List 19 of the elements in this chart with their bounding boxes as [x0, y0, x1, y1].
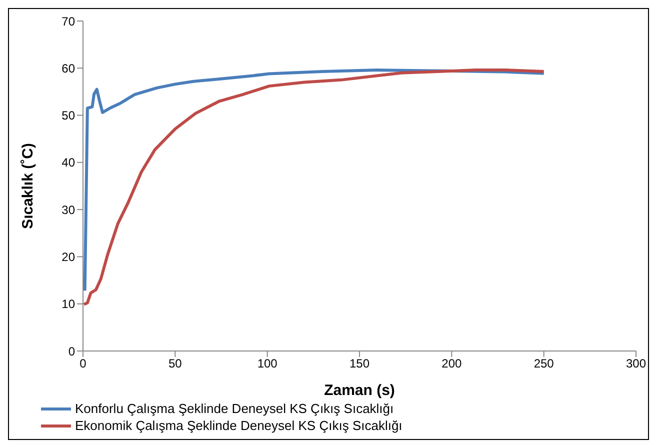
- x-tick-label: 50: [168, 356, 182, 371]
- x-tick-label: 300: [626, 356, 646, 371]
- x-axis-title: Zaman (s): [324, 382, 395, 399]
- y-axis-title: Sıcaklık (˚C): [19, 143, 36, 229]
- y-tick-label: 50: [62, 108, 76, 123]
- y-tick-label: 40: [62, 156, 76, 170]
- y-tick-label: 20: [62, 250, 76, 264]
- y-tick-label: 10: [62, 297, 76, 312]
- x-tick-label: 0: [80, 356, 87, 371]
- y-tick-label: 60: [62, 61, 76, 76]
- legend-label: Ekonomik Çalışma Şeklinde Deneysel KS Çıkış Sıcaklığı: [75, 418, 402, 433]
- y-tick-label: 0: [68, 344, 76, 358]
- x-tick-label: 100: [257, 356, 278, 371]
- x-tick-label: 200: [442, 356, 462, 371]
- y-tick-label: 30: [62, 202, 76, 217]
- x-tick-label: 150: [349, 356, 370, 371]
- x-tick-label: 250: [534, 356, 554, 371]
- y-tick-label: 70: [62, 14, 76, 28]
- legend-label: Konforlu Çalışma Şeklinde Deneysel KS Çıkış Sıcaklığı: [75, 401, 394, 416]
